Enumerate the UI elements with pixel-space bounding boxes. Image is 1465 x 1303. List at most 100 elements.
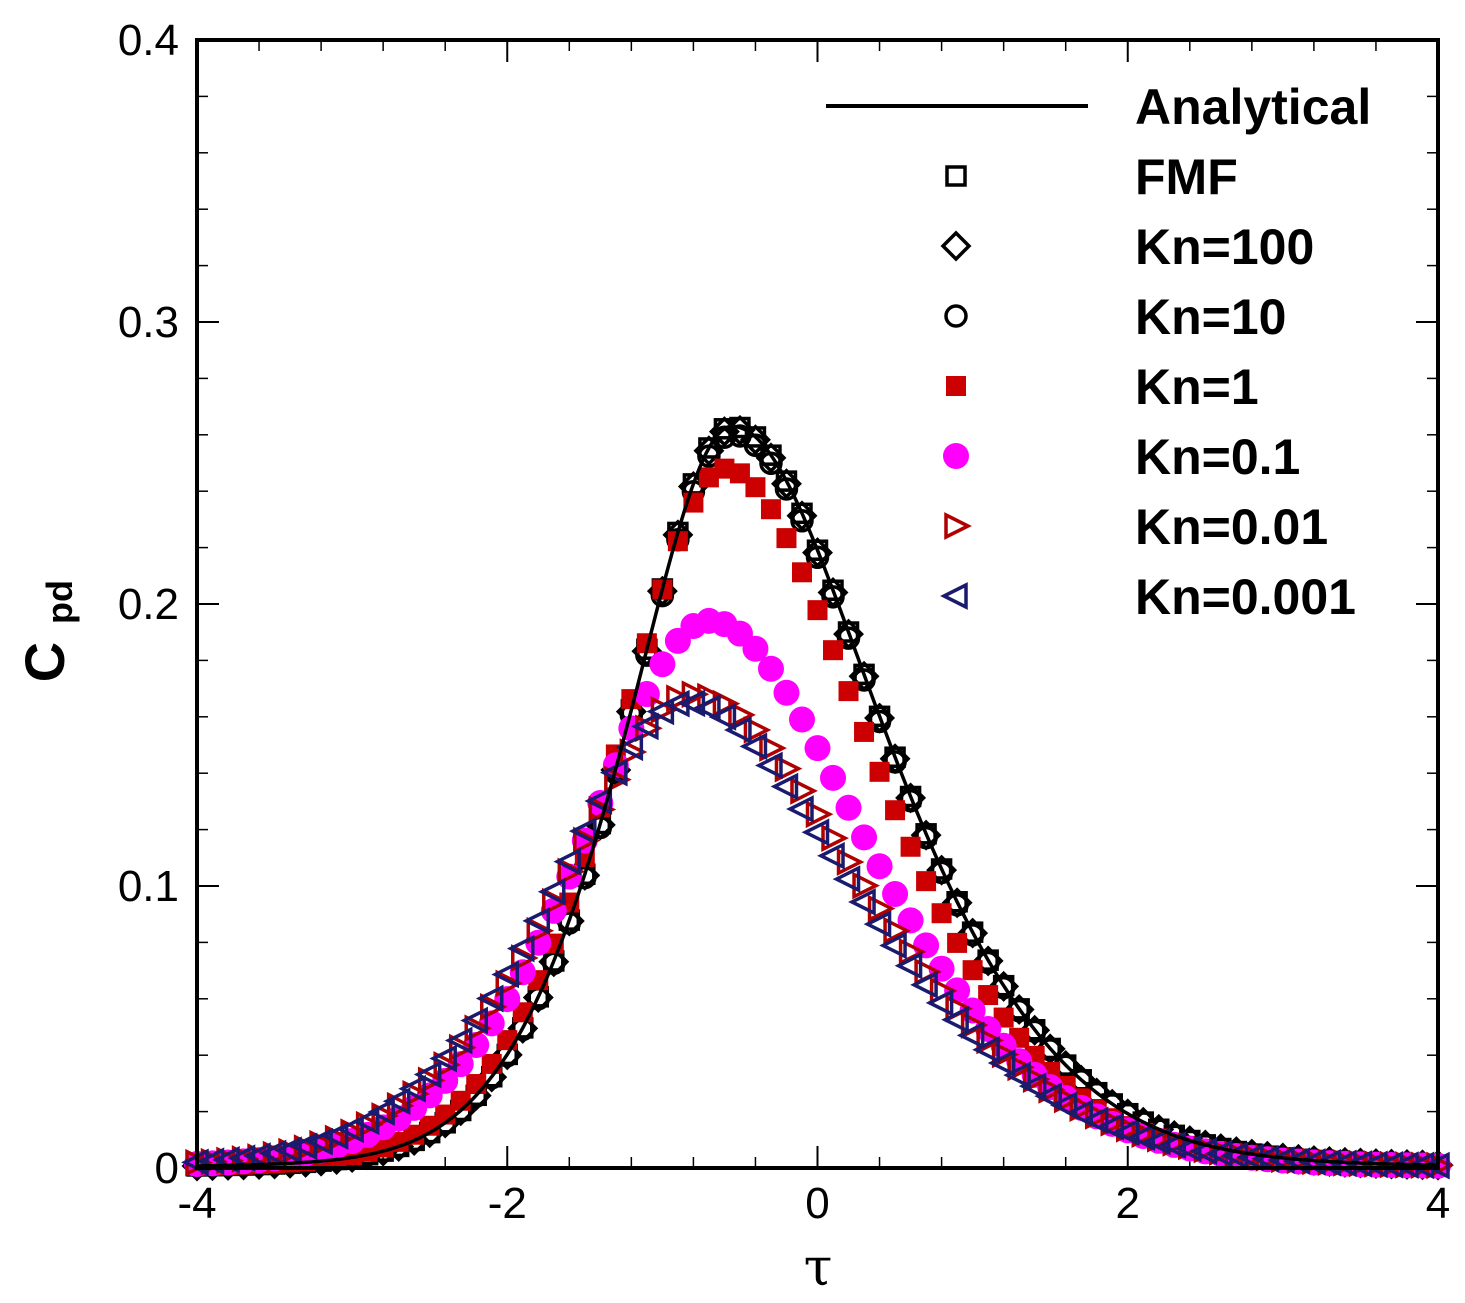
y-tick-label: 0.3 [118, 298, 179, 347]
data-point [553, 847, 582, 876]
legend-label: Kn=1 [1135, 359, 1259, 415]
data-point [526, 916, 555, 945]
data-point [739, 424, 771, 456]
data-point [931, 903, 952, 924]
data-point [511, 944, 539, 972]
legend-item: Kn=0.1 [943, 429, 1300, 485]
data-point [801, 818, 830, 847]
data-point [429, 1044, 457, 1073]
legend-item: Kn=0.001 [940, 569, 1356, 625]
data-point [773, 679, 800, 706]
data-point [573, 826, 601, 855]
data-point [386, 1091, 415, 1120]
data-point [646, 697, 675, 726]
data-point [910, 971, 938, 999]
data-point [739, 732, 768, 761]
data-point [1053, 1085, 1082, 1114]
data-point [305, 1127, 333, 1156]
data-point [786, 500, 818, 532]
data-point [804, 735, 831, 762]
data-point [506, 934, 535, 963]
data-point [947, 932, 968, 953]
data-point [320, 1122, 349, 1150]
legend-label: Kn=100 [1135, 219, 1314, 275]
data-point [771, 468, 802, 500]
data-point [978, 985, 999, 1006]
y-tick-label: 0 [155, 1144, 179, 1193]
data-point [649, 651, 676, 678]
data-point [869, 761, 890, 782]
data-point [972, 1035, 1000, 1064]
data-point [413, 1060, 442, 1089]
data-point [786, 795, 814, 823]
data-point [755, 751, 783, 780]
data-point [1131, 1120, 1160, 1149]
x-tick-label: 2 [1116, 1179, 1140, 1228]
data-point [1069, 1094, 1098, 1123]
data-point [882, 880, 909, 907]
data-point [770, 772, 799, 801]
data-point [852, 871, 880, 900]
data-point [1003, 1061, 1031, 1089]
x-tick-label: 0 [805, 1179, 829, 1228]
data-point [788, 706, 815, 733]
data-point [854, 721, 875, 742]
data-point [805, 800, 834, 829]
data-point [760, 499, 781, 520]
legend-item: Analytical [826, 79, 1371, 135]
y-axis-title: C pd [13, 580, 80, 682]
data-point [823, 640, 844, 661]
data-point [817, 841, 845, 870]
data-point [542, 887, 570, 916]
data-point [897, 907, 924, 934]
data-point [925, 989, 954, 1017]
data-point [557, 911, 582, 935]
data-point [791, 562, 812, 583]
y-axis-title-main: C [13, 642, 76, 682]
legend-label: Kn=0.01 [1135, 499, 1328, 555]
data-point [466, 1074, 487, 1095]
data-point [661, 689, 690, 718]
y-tick-label: 0.1 [118, 862, 179, 911]
data-point [728, 701, 756, 729]
data-point [475, 984, 504, 1013]
data-point [371, 1102, 400, 1130]
data-point [883, 916, 911, 945]
x-tick-label: 4 [1426, 1179, 1450, 1228]
data-point [976, 1026, 1005, 1055]
data-point [615, 733, 644, 762]
data-point [1116, 1115, 1144, 1143]
data-point [790, 777, 818, 805]
data-point [776, 528, 797, 549]
legend-item: Kn=0.01 [944, 499, 1328, 555]
data-point [848, 888, 876, 916]
data-point [355, 1110, 384, 1139]
legend-symbol [944, 304, 968, 328]
data-point [757, 655, 784, 682]
data-point [448, 1033, 477, 1062]
plot-frame [195, 38, 1440, 1170]
y-axis-title-subscript: pd [39, 580, 80, 624]
data-point [900, 836, 921, 857]
data-point [807, 600, 828, 621]
legend-label: FMF [1135, 149, 1238, 205]
data-point [1034, 1082, 1062, 1110]
data-point [1007, 1053, 1036, 1082]
data-point [568, 817, 597, 845]
data-point [867, 894, 896, 923]
series-line-Analytical [196, 424, 1439, 1168]
data-point [863, 910, 892, 938]
data-point [398, 1074, 426, 1103]
data-point [836, 848, 865, 876]
legend-symbol [940, 230, 972, 262]
data-point [835, 794, 862, 821]
data-point [630, 712, 659, 741]
data-point [495, 969, 524, 998]
data-point [941, 1005, 969, 1034]
data-point [851, 824, 878, 851]
data-point [1084, 1102, 1113, 1130]
data-point [557, 857, 586, 886]
data-point [351, 1107, 380, 1136]
data-point [729, 463, 750, 484]
